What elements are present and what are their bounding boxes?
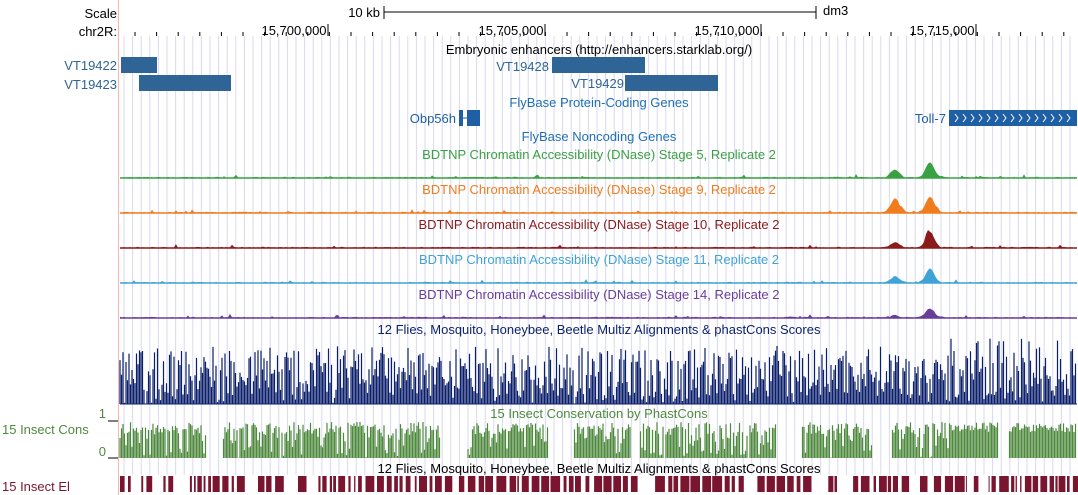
position-label: 15,710,000: [694, 23, 760, 38]
gene-label[interactable]: Toll-7: [914, 111, 946, 126]
enhancer-block: [121, 57, 157, 73]
track-title-dnase[interactable]: BDTNP Chromatin Accessibility (DNase) St…: [418, 217, 780, 232]
conservation-max-label: 1: [98, 406, 106, 421]
track-title-conservation[interactable]: 15 Insect Conservation by PhastCons: [490, 406, 708, 421]
conservation-bars: [119, 422, 1077, 458]
conservation-left-label[interactable]: 15 Insect Cons: [2, 422, 89, 437]
track-title-multiz[interactable]: 12 Flies, Mosquito, Honeybee, Beetle Mul…: [377, 322, 821, 337]
conserved-elements: [120, 476, 1078, 492]
dnase-signal-area: [120, 196, 1077, 213]
base-position-ruler: [134, 6, 1065, 36]
assembly-label: dm3: [823, 3, 849, 18]
track-title-noncoding[interactable]: FlyBase Noncoding Genes: [521, 129, 677, 144]
multiz-bars: [119, 338, 1077, 404]
chrom-label: chr2R:: [78, 24, 117, 39]
track-title-dnase[interactable]: BDTNP Chromatin Accessibility (DNase) St…: [422, 147, 776, 162]
enhancer-block: [552, 57, 645, 73]
enhancer-label[interactable]: VT19428: [496, 59, 549, 74]
track-title-dnase[interactable]: BDTNP Chromatin Accessibility (DNase) St…: [418, 287, 780, 302]
scale-bar-text: 10 kb: [348, 5, 380, 20]
multiz-signal: [119, 338, 1077, 405]
track-title-dnase[interactable]: BDTNP Chromatin Accessibility (DNase) St…: [418, 252, 780, 267]
dnase-signal-tracks: [120, 162, 1077, 319]
position-label: 15,715,000: [909, 23, 975, 38]
position-label: 15,705,000: [478, 23, 544, 38]
gene-exon: [949, 110, 1077, 126]
track-title-elements[interactable]: 12 Flies, Mosquito, Honeybee, Beetle Mul…: [377, 461, 821, 476]
dnase-signal-area: [120, 308, 1077, 318]
enhancer-left-label[interactable]: VT19422: [64, 58, 117, 73]
gene-exon: [459, 110, 463, 126]
gene-exon: [467, 110, 480, 126]
gene-features: [459, 110, 1077, 126]
position-label: 15,700,000: [261, 23, 327, 38]
elements-left-label[interactable]: 15 Insect El: [2, 479, 70, 494]
dnase-signal-area: [120, 268, 1077, 283]
label-column-divider: [118, 0, 119, 495]
dnase-signal-area: [120, 162, 1077, 178]
conservation-min-label: 0: [98, 444, 106, 459]
conservation-signal: [108, 420, 1077, 459]
enhancer-block: [625, 75, 718, 91]
enhancer-label[interactable]: VT19429: [571, 76, 624, 91]
track-title-enhancers[interactable]: Embryonic enhancers (http://enhancers.st…: [445, 42, 753, 57]
track-title-protein-coding[interactable]: FlyBase Protein-Coding Genes: [509, 95, 689, 110]
scale-label: Scale: [84, 6, 117, 21]
enhancer-left-label[interactable]: VT19423: [64, 77, 117, 92]
gene-strand-arrows: [954, 113, 1071, 123]
track-title-dnase[interactable]: BDTNP Chromatin Accessibility (DNase) St…: [422, 182, 776, 197]
enhancer-block: [139, 75, 231, 91]
enhancer-features: [121, 57, 718, 91]
conserved-element-blocks: [120, 476, 1078, 492]
gene-label[interactable]: Obp56h: [409, 111, 456, 126]
dnase-signal-area: [120, 230, 1077, 248]
